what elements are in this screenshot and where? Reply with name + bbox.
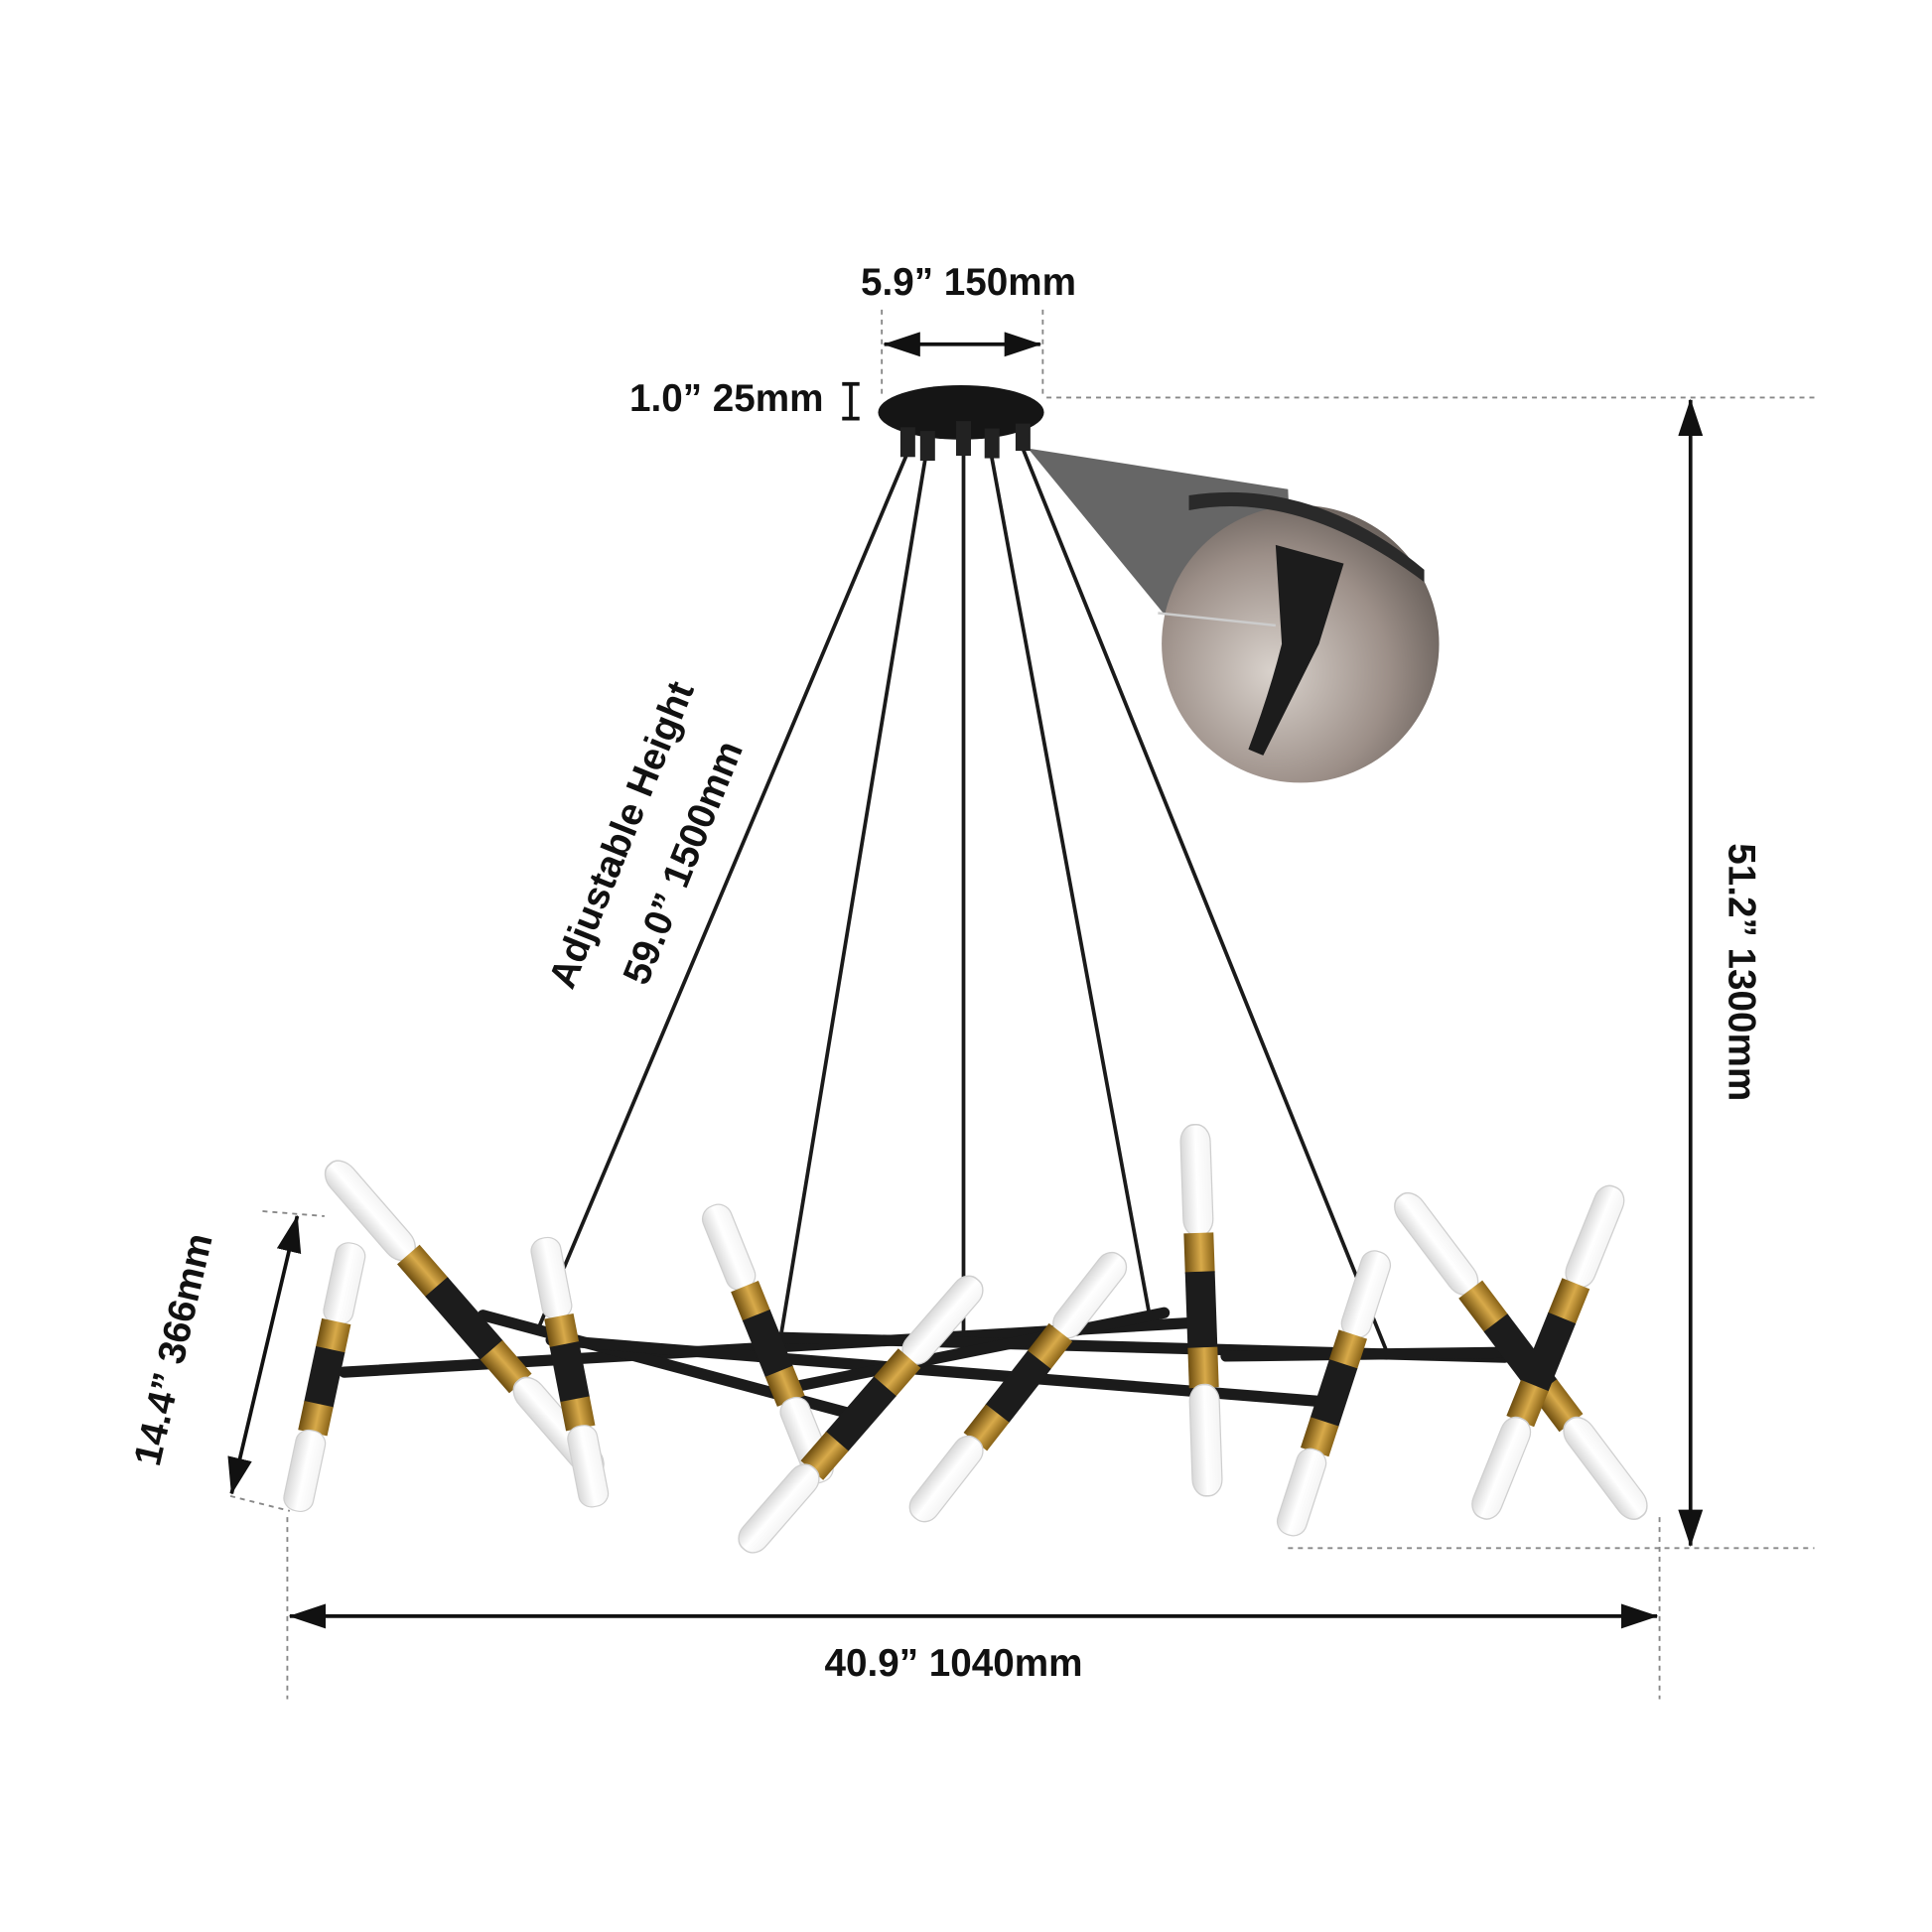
canopy-width: 5.9” 150mm (861, 261, 1076, 304)
total-height: 51.2” 1300mm (1720, 843, 1762, 1101)
fixture-height: 14.4” 366mm (126, 1229, 221, 1469)
fixture-arrow (227, 1214, 302, 1495)
guide-line (229, 1494, 291, 1512)
wire-grips (899, 421, 1031, 462)
canopy (878, 384, 1044, 440)
suspension-wires (536, 445, 1389, 1353)
height-bracket (842, 381, 860, 421)
guide-line (262, 1210, 325, 1217)
inset-ceiling (1188, 491, 1425, 583)
canopy-height: 1.0” 25mm (629, 377, 824, 420)
inset-screwdriver (1158, 612, 1276, 627)
inset-stem (1248, 544, 1344, 756)
total-width: 40.9” 1040mm (825, 1642, 1083, 1685)
